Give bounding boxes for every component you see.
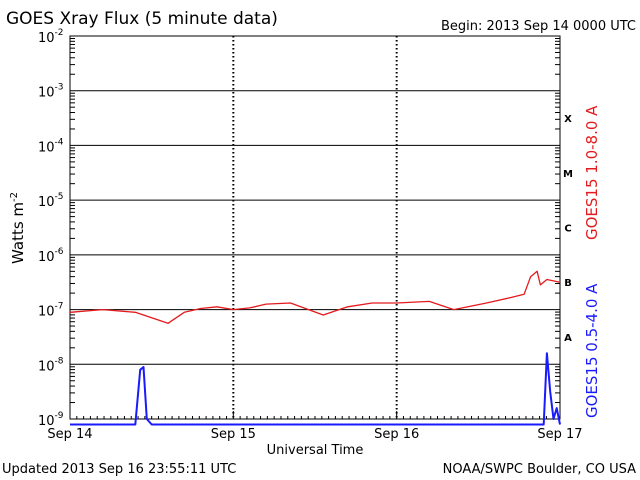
y-axis-label: Watts m-2 [9, 192, 27, 264]
flare-class-labels: A B C M X [563, 114, 573, 344]
flare-class-m: M [563, 169, 573, 180]
grid-lines [70, 36, 560, 419]
legend-series-blue: GOES15 0.5-4.0 A [583, 283, 601, 418]
x-axis-label: Universal Time [267, 443, 364, 458]
updated-timestamp: Updated 2013 Sep 16 23:55:11 UTC [2, 462, 236, 477]
x-tick-label: Sep 14 [47, 427, 92, 442]
y-tick-label: 10-4 [38, 137, 64, 155]
y-tick-label: 10-7 [38, 302, 64, 320]
flare-class-b: B [564, 278, 572, 289]
series-line-1 [69, 270, 561, 324]
flare-class-c: C [564, 224, 571, 235]
chart-title: GOES Xray Flux (5 minute data) [6, 9, 278, 29]
x-tick-label: Sep 15 [211, 427, 256, 442]
y-tick-label: 10-2 [38, 28, 64, 46]
series-line-2 [70, 352, 561, 426]
x-tick-label: Sep 16 [374, 427, 419, 442]
flare-class-x: X [564, 114, 572, 125]
y-tick-label: 10-8 [38, 356, 64, 374]
x-axis: Sep 14 Sep 15 Sep 16 Sep 17 [47, 411, 583, 442]
data-source: NOAA/SWPC Boulder, CO USA [443, 462, 636, 477]
y-tick-label: 10-6 [38, 247, 64, 265]
y-tick-label: 10-3 [38, 83, 64, 101]
y-tick-label: 10-5 [38, 192, 64, 210]
flare-class-a: A [564, 333, 572, 344]
y-axis: 10-9 10-8 10-7 10-6 10-5 10-4 10-3 10-2 [38, 28, 560, 429]
legend-series-red: GOES15 1.0-8.0 A [583, 105, 601, 240]
x-tick-label: Sep 17 [537, 427, 582, 442]
data-series [69, 270, 561, 426]
begin-label: Begin: 2013 Sep 14 0000 UTC [441, 19, 636, 34]
y-tick-label: 10-9 [38, 411, 64, 429]
plot-frame [69, 35, 561, 420]
